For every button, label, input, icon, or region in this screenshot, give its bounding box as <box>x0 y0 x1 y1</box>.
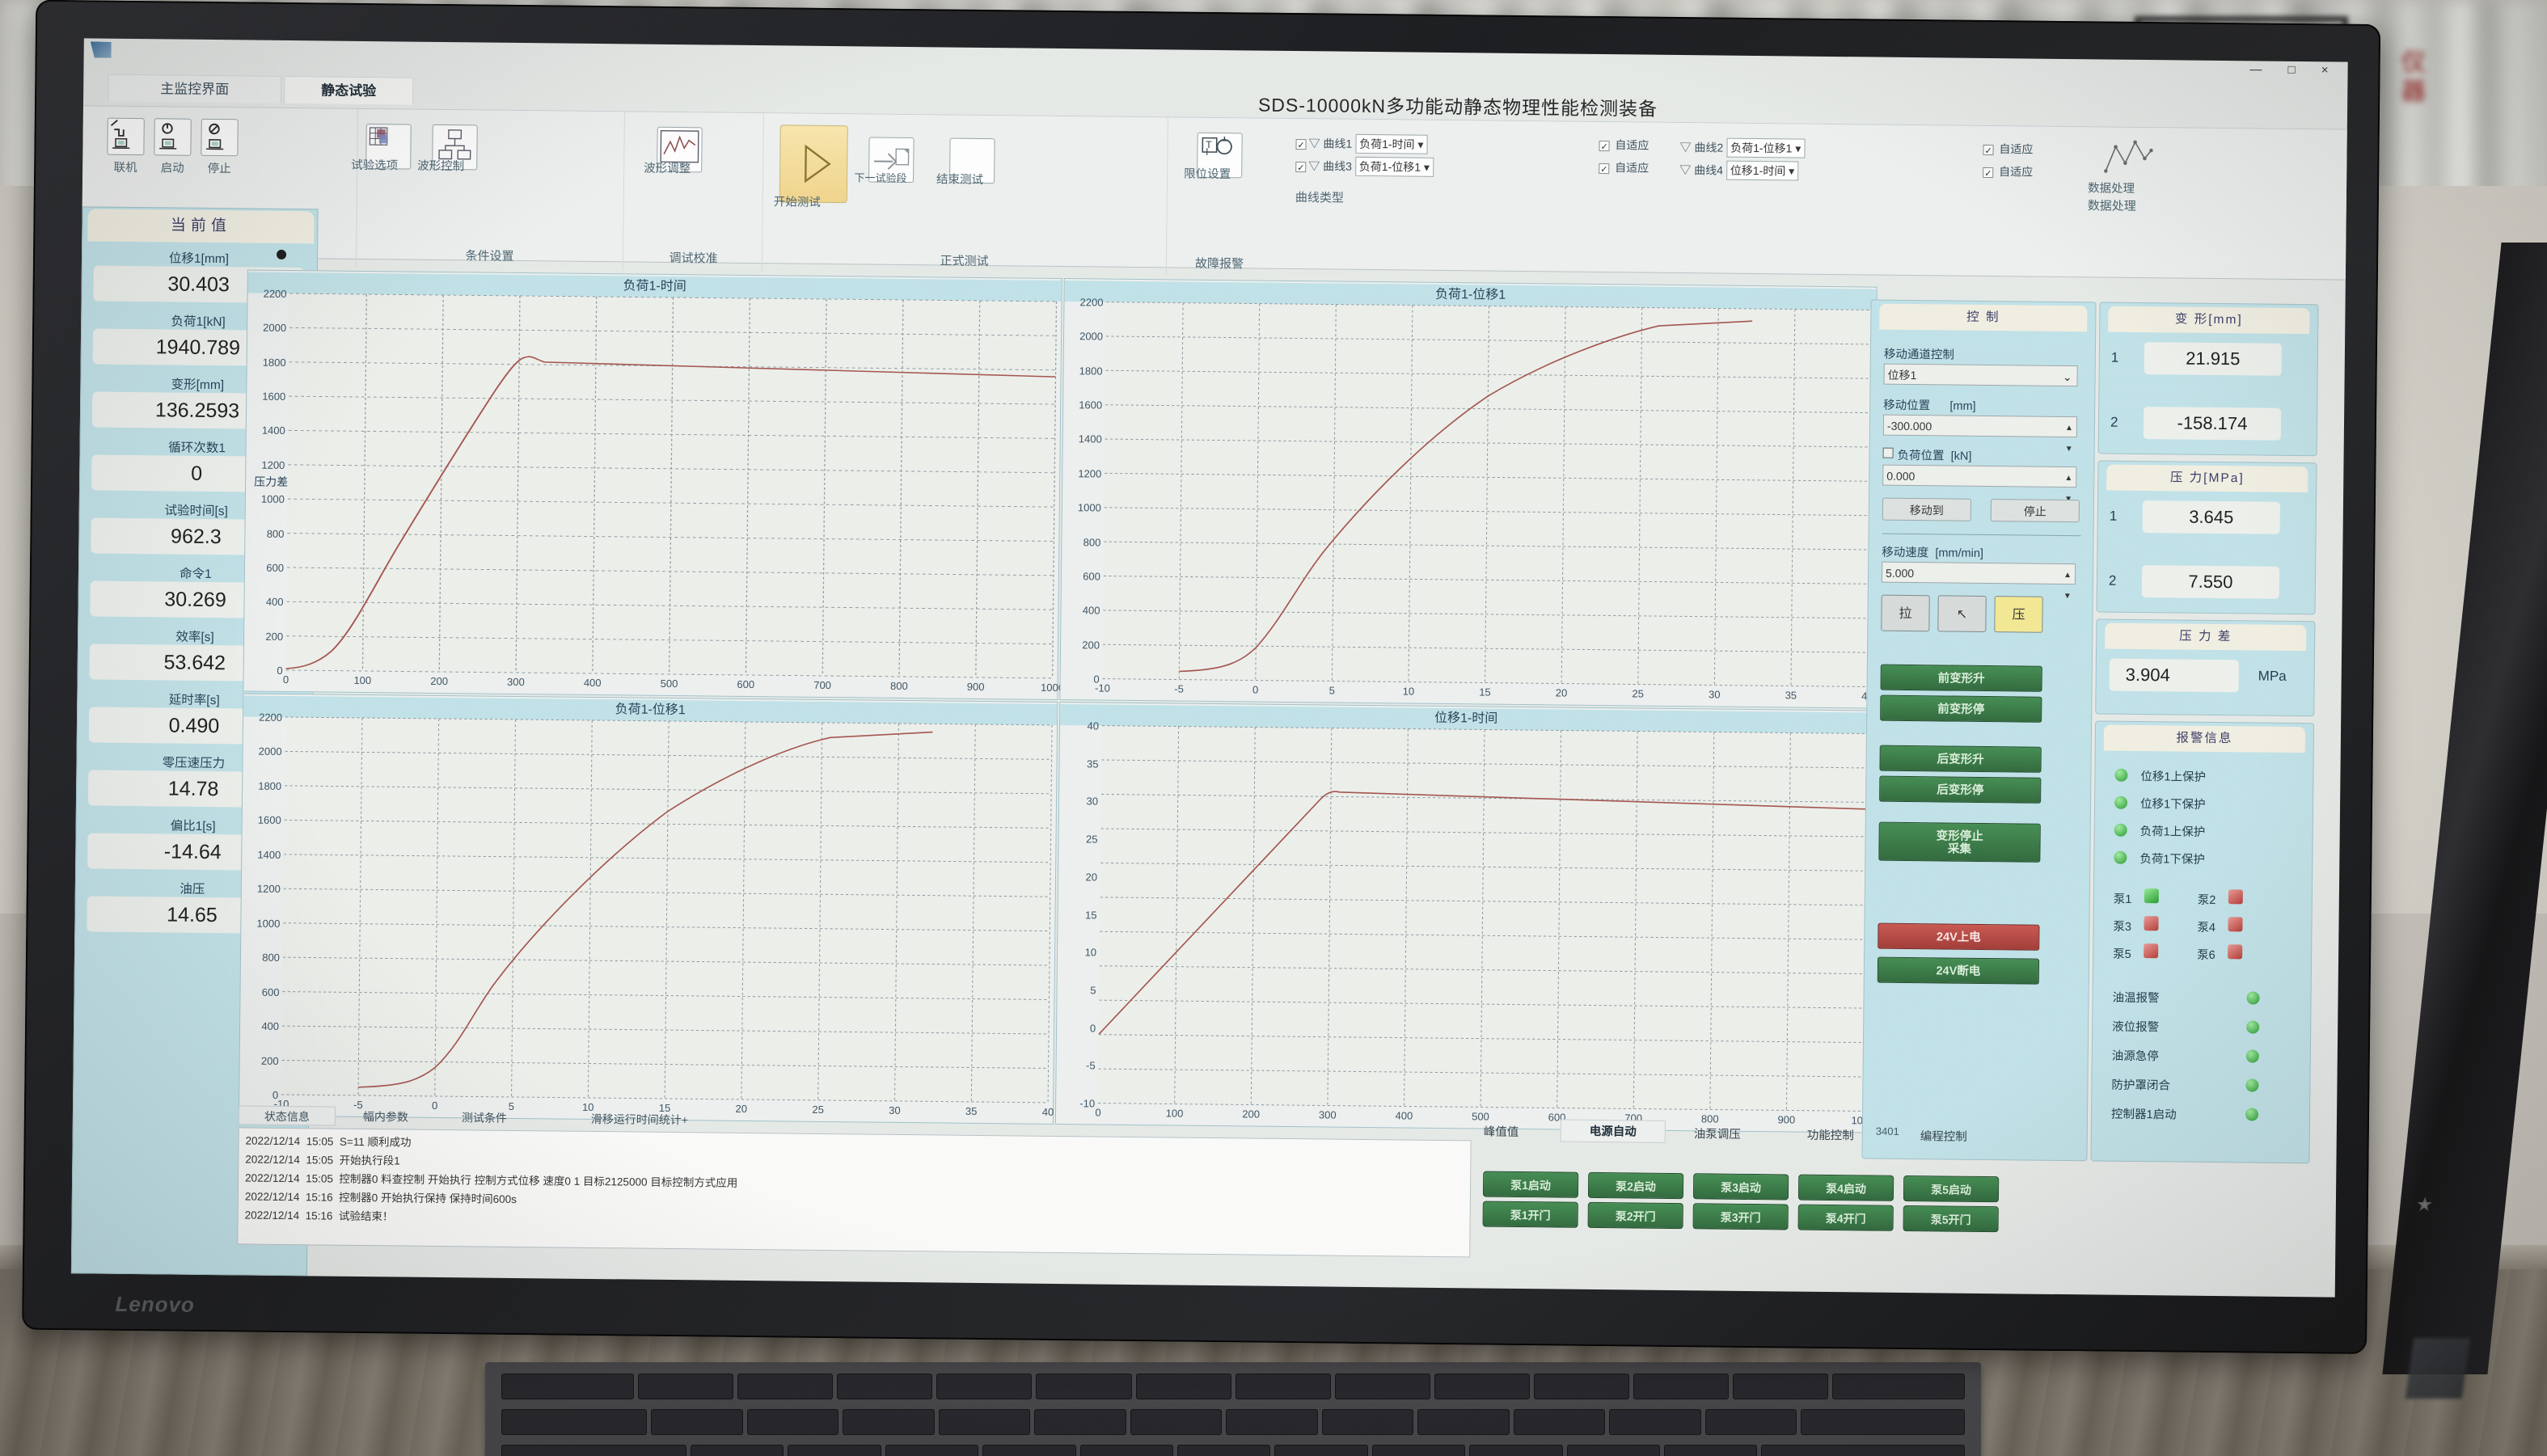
svg-text:I: I <box>1206 146 1209 158</box>
